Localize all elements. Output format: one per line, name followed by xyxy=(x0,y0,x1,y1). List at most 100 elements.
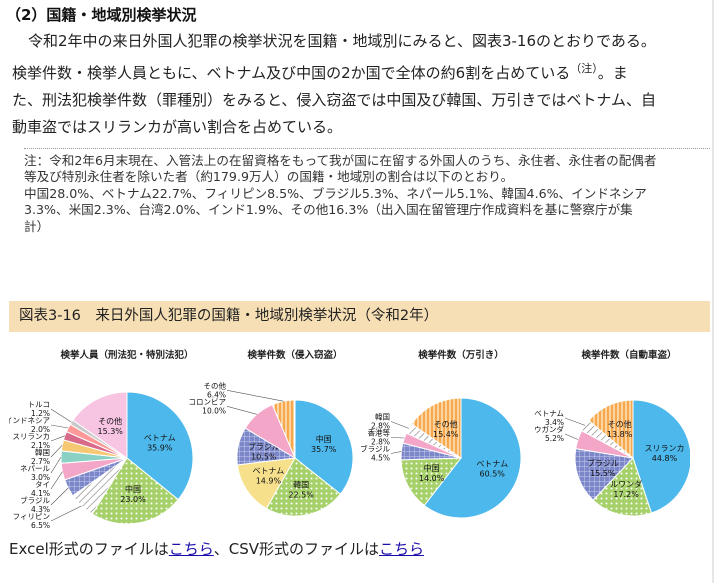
figure-title: 図表3-16 来日外国人犯罪の国籍・地域別検挙状況（令和2年） xyxy=(9,301,710,332)
download-links: Excel形式のファイルはこちら、CSV形式のファイルはこちら xyxy=(9,538,424,559)
slice-value: 17.2% xyxy=(613,490,639,499)
pie-slice xyxy=(400,457,463,507)
slice-value: 4.3% xyxy=(31,505,50,514)
para-line-3: た、刑法犯検挙件数（罪種別）をみると、侵入窃盗では中国及び韓国、万引きではベトナ… xyxy=(12,91,656,109)
csv-prefix: 、CSV形式のファイルは xyxy=(213,540,380,558)
slice-label: スリランカ xyxy=(645,444,685,453)
slice-label: フィリピン xyxy=(13,512,50,521)
section-heading: （2）国籍・地域別検挙状況 xyxy=(6,6,197,24)
slice-value: 23.0% xyxy=(120,495,146,504)
slice-label: ベトナム xyxy=(253,467,285,476)
pie-chart-2: 検挙件数（侵入窃盗）中国35.7%韓国22.5%ベトナム14.9%ブラジル10.… xyxy=(189,349,354,517)
excel-download-link[interactable]: こちら xyxy=(168,540,214,558)
pie-title: 検挙件数（自動車盗） xyxy=(581,349,676,361)
pie-charts-panel: 検挙人員（刑法犯・特別法犯） ベトナム 35.9% 中国 23.0% その他 15.3% トル… xyxy=(5,346,692,532)
slice-value: 35.9% xyxy=(147,443,173,452)
leader-line xyxy=(226,390,284,402)
slice-label: ベトナム xyxy=(534,409,564,418)
slice-label: トルコ xyxy=(28,400,50,409)
slice-label: タイ xyxy=(35,480,50,489)
leader-line xyxy=(564,417,586,426)
slice-value: 6.5% xyxy=(31,521,50,530)
slice-label: 中国 xyxy=(424,463,440,473)
leader-line xyxy=(50,505,82,522)
pie-chart-3: 検挙件数（万引き）ベトナム60.5%中国14.0%その他15.4%韓国2.8%香… xyxy=(360,349,522,519)
slice-value: 2.7% xyxy=(31,457,50,466)
slice-label: コロンビア xyxy=(189,397,227,406)
slice-value: 2.0% xyxy=(31,425,50,434)
csv-download-link[interactable]: こちら xyxy=(379,540,425,558)
slice-label: その他 xyxy=(434,419,458,429)
slice-value: 2.8% xyxy=(371,438,390,447)
slice-label: ネパール xyxy=(20,464,50,473)
leader-line xyxy=(564,433,579,440)
slice-label: ブラジル xyxy=(248,441,280,451)
slice-label: ブラジル xyxy=(20,495,50,505)
slice-label: インドネシア xyxy=(9,416,50,425)
slice-value: 4.5% xyxy=(371,454,390,463)
slice-label: ベトナム xyxy=(144,433,176,442)
pie-slice xyxy=(423,397,522,519)
slice-label: ルワンダ xyxy=(610,479,642,489)
slice-label: その他 xyxy=(204,380,227,390)
pie-slice xyxy=(126,391,194,501)
slice-label: 韓国 xyxy=(293,479,309,489)
slice-value: 15.5% xyxy=(590,469,616,478)
slice-value: 22.5% xyxy=(288,490,314,499)
leader-line xyxy=(50,408,72,423)
pie-title: 検挙件数（侵入窃盗） xyxy=(247,349,342,361)
slice-value: 6.4% xyxy=(207,390,226,399)
note-line-4: 3.3%、米国2.3%、台湾2.0%、インド1.9%、その他16.3%（出入国在… xyxy=(24,202,633,218)
slice-value: 3.4% xyxy=(545,418,564,427)
pie-slice xyxy=(72,391,128,459)
slice-value: 5.2% xyxy=(545,434,564,443)
slice-value: 10.0% xyxy=(202,406,226,415)
leader-line xyxy=(50,471,63,490)
slice-value: 14.0% xyxy=(419,474,445,483)
slice-value: 14.9% xyxy=(256,477,282,486)
footnote: 注：令和2年6月末現在、入管法上の在留資格をもって我が国に在留する外国人のうち、… xyxy=(24,148,710,235)
note-line-2: 等及び特別永住者を除いた者（約179.9万人）の国籍・地域別の割合は以下のとおり… xyxy=(24,169,514,185)
slice-label: ベトナム xyxy=(476,460,508,469)
slice-label: ブラジル xyxy=(360,444,390,454)
slice-label: その他 xyxy=(608,419,632,429)
slice-label: スリランカ xyxy=(13,432,51,441)
slice-label: 韓国 xyxy=(375,412,390,422)
slice-value: 3.0% xyxy=(31,473,50,482)
pie-slice xyxy=(410,397,462,459)
leader-line xyxy=(226,406,257,415)
pie-charts-svg: 検挙人員（刑法犯・特別法犯）ベトナム35.9%中国23.0%その他15.3%トル… xyxy=(5,349,692,530)
note-line-3: 中国28.0%、ベトナム22.7%、フィリピン8.5%、ブラジル5.3%、ネパー… xyxy=(24,185,647,201)
note-line-5: 計） xyxy=(24,218,50,234)
slice-value: 15.4% xyxy=(433,430,459,439)
scrollbar-track[interactable] xyxy=(712,0,714,583)
body-paragraph: 令和2年中の来日外国人犯罪の検挙状況を国籍・地域別にみると、図表3-16のとおり… xyxy=(12,28,702,141)
pie-slice xyxy=(236,457,296,510)
pie-slice xyxy=(265,457,342,517)
pie-title: 検挙人員（刑法犯・特別法犯） xyxy=(60,349,193,361)
slice-value: 2.8% xyxy=(371,422,390,431)
para-line-1: 令和2年中の来日外国人犯罪の検挙状況を国籍・地域別にみると、図表3-16のとおり… xyxy=(28,32,656,50)
slice-value: 2.1% xyxy=(31,441,50,450)
leader-line xyxy=(50,487,69,506)
leader-line xyxy=(390,451,402,454)
note-line-1: 注：令和2年6月末現在、入管法上の在留資格をもって我が国に在留する外国人のうち、… xyxy=(24,153,657,168)
pie-slice xyxy=(592,457,653,517)
pie-title: 検挙件数（万引き） xyxy=(418,349,504,361)
slice-label: ウガンダ xyxy=(534,424,564,434)
para-line-2a: 検挙件数・検挙人員ともに、ベトナム及び中国の2か国で全体の約6割を占めている xyxy=(12,64,571,82)
slice-value: 4.1% xyxy=(31,489,50,498)
leader-line xyxy=(390,437,405,439)
slice-value: 44.8% xyxy=(652,454,678,463)
slice-value: 13.8% xyxy=(607,430,633,439)
leader-line xyxy=(390,421,409,429)
leader-line xyxy=(50,456,62,474)
slice-value: 15.3% xyxy=(97,427,123,436)
slice-label: ブラジル xyxy=(587,458,619,468)
note-reference: （注） xyxy=(570,62,598,75)
pie-slice xyxy=(294,399,354,495)
slice-value: 60.5% xyxy=(479,470,505,479)
para-line-4: 動車盗ではスリランカが高い割合を占めている。 xyxy=(12,118,343,136)
